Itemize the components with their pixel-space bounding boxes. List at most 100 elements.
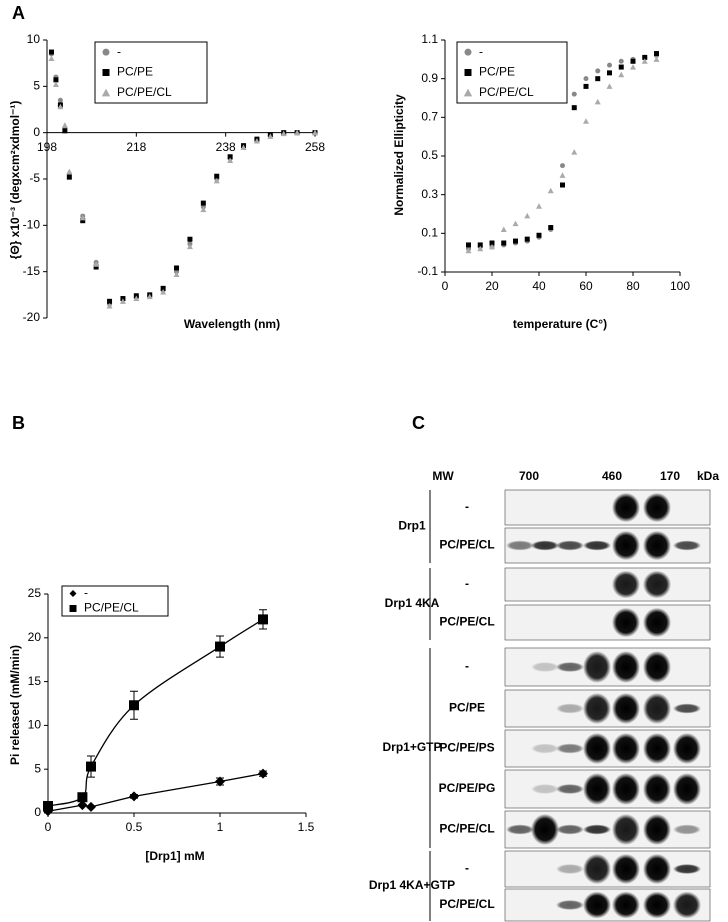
marker [66, 168, 73, 175]
y-tick-label: -10 [23, 218, 41, 232]
lane-label: PC/PE/PS [439, 741, 494, 755]
marker [86, 761, 96, 772]
marker [258, 614, 268, 625]
y-tick-label: 25 [28, 586, 42, 600]
blot-band [643, 492, 671, 523]
legend-label: PC/PE [117, 65, 153, 79]
marker [630, 58, 636, 64]
lane-label: PC/PE/CL [439, 822, 494, 836]
marker [547, 187, 554, 194]
y-tick-label: 0.1 [421, 226, 438, 240]
blot-band [612, 891, 640, 919]
marker [630, 64, 636, 70]
marker [200, 200, 206, 206]
blot-band [556, 540, 584, 551]
marker [524, 212, 531, 219]
marker [186, 243, 193, 250]
legend-label: PC/PE/CL [117, 85, 172, 99]
panel-label: B [12, 413, 25, 433]
y-tick-label: 5 [34, 761, 41, 775]
blot-band [583, 824, 611, 835]
y-tick-label: 0 [33, 125, 40, 139]
marker [512, 220, 519, 227]
blot-band [673, 732, 701, 765]
x-tick-label: 100 [670, 279, 690, 293]
legend-box [94, 41, 208, 104]
y-tick-label: 0 [34, 805, 41, 819]
marker [61, 122, 68, 128]
marker [464, 69, 472, 76]
x-tick-label: 80 [626, 279, 640, 293]
blot-band [643, 607, 671, 638]
blot-band [673, 540, 701, 551]
y-tick-label: 0.9 [421, 71, 438, 85]
y-axis-label: Normalized Ellipticity [392, 94, 406, 216]
marker [536, 232, 542, 238]
blot-band [612, 570, 640, 599]
y-tick-label: -5 [29, 171, 40, 185]
marker [618, 64, 624, 70]
y-tick-label: -20 [23, 310, 41, 324]
marker [280, 130, 287, 137]
marker [215, 641, 225, 652]
x-tick-label: 0.5 [126, 820, 143, 834]
marker [107, 298, 113, 304]
blot-band [673, 703, 701, 714]
x-tick-label: 258 [305, 140, 325, 154]
marker [57, 103, 64, 110]
blot-band [556, 864, 584, 874]
legend-label: - [479, 44, 483, 58]
blot-band [556, 703, 584, 714]
lane-label: - [465, 500, 469, 514]
marker [583, 76, 589, 82]
blot-band [643, 853, 671, 885]
marker [513, 238, 518, 244]
marker [80, 218, 86, 224]
lane-label: PC/PE/CL [439, 538, 494, 552]
marker [536, 203, 542, 209]
x-tick-label: 0 [45, 820, 52, 834]
group-label: Drp1 4KA+GTP [369, 878, 455, 892]
blot-band [583, 651, 611, 683]
lane-label: PC/PE/CL [439, 615, 494, 629]
x-axis-label: temperature (C°) [513, 317, 607, 331]
blot-band [583, 853, 611, 885]
marker [86, 801, 96, 812]
blot-band [612, 607, 640, 638]
blot-band [643, 692, 671, 725]
marker [160, 289, 167, 295]
marker [642, 54, 648, 60]
legend-label: - [84, 586, 88, 600]
blot-header: kDa [697, 469, 719, 483]
blot-band [583, 773, 611, 805]
y-tick-label: 20 [28, 630, 42, 644]
blot-band [643, 651, 671, 683]
y-tick-label: 0.7 [421, 110, 438, 124]
y-tick-label: 10 [27, 32, 41, 46]
blot-band [556, 662, 584, 672]
marker [227, 154, 233, 160]
blot-band [583, 732, 611, 765]
marker [489, 243, 495, 250]
x-tick-label: 218 [126, 140, 146, 154]
blot-band [612, 773, 640, 805]
marker [160, 285, 166, 291]
marker [618, 71, 625, 78]
group-label: Drp1+GTP [382, 740, 441, 754]
marker [101, 88, 111, 97]
lane-label: PC/PE/CL [439, 897, 494, 911]
marker [213, 177, 220, 184]
marker [102, 48, 110, 56]
blot-band [673, 773, 701, 805]
group-label: Drp1 [398, 519, 426, 533]
marker [77, 792, 88, 803]
blot-band [556, 824, 584, 835]
blot-band [506, 824, 534, 835]
marker [560, 163, 565, 169]
blot-band [531, 662, 559, 672]
marker [215, 776, 225, 787]
blot-band [531, 743, 559, 754]
y-tick-label: 15 [28, 674, 42, 688]
marker [119, 298, 126, 304]
